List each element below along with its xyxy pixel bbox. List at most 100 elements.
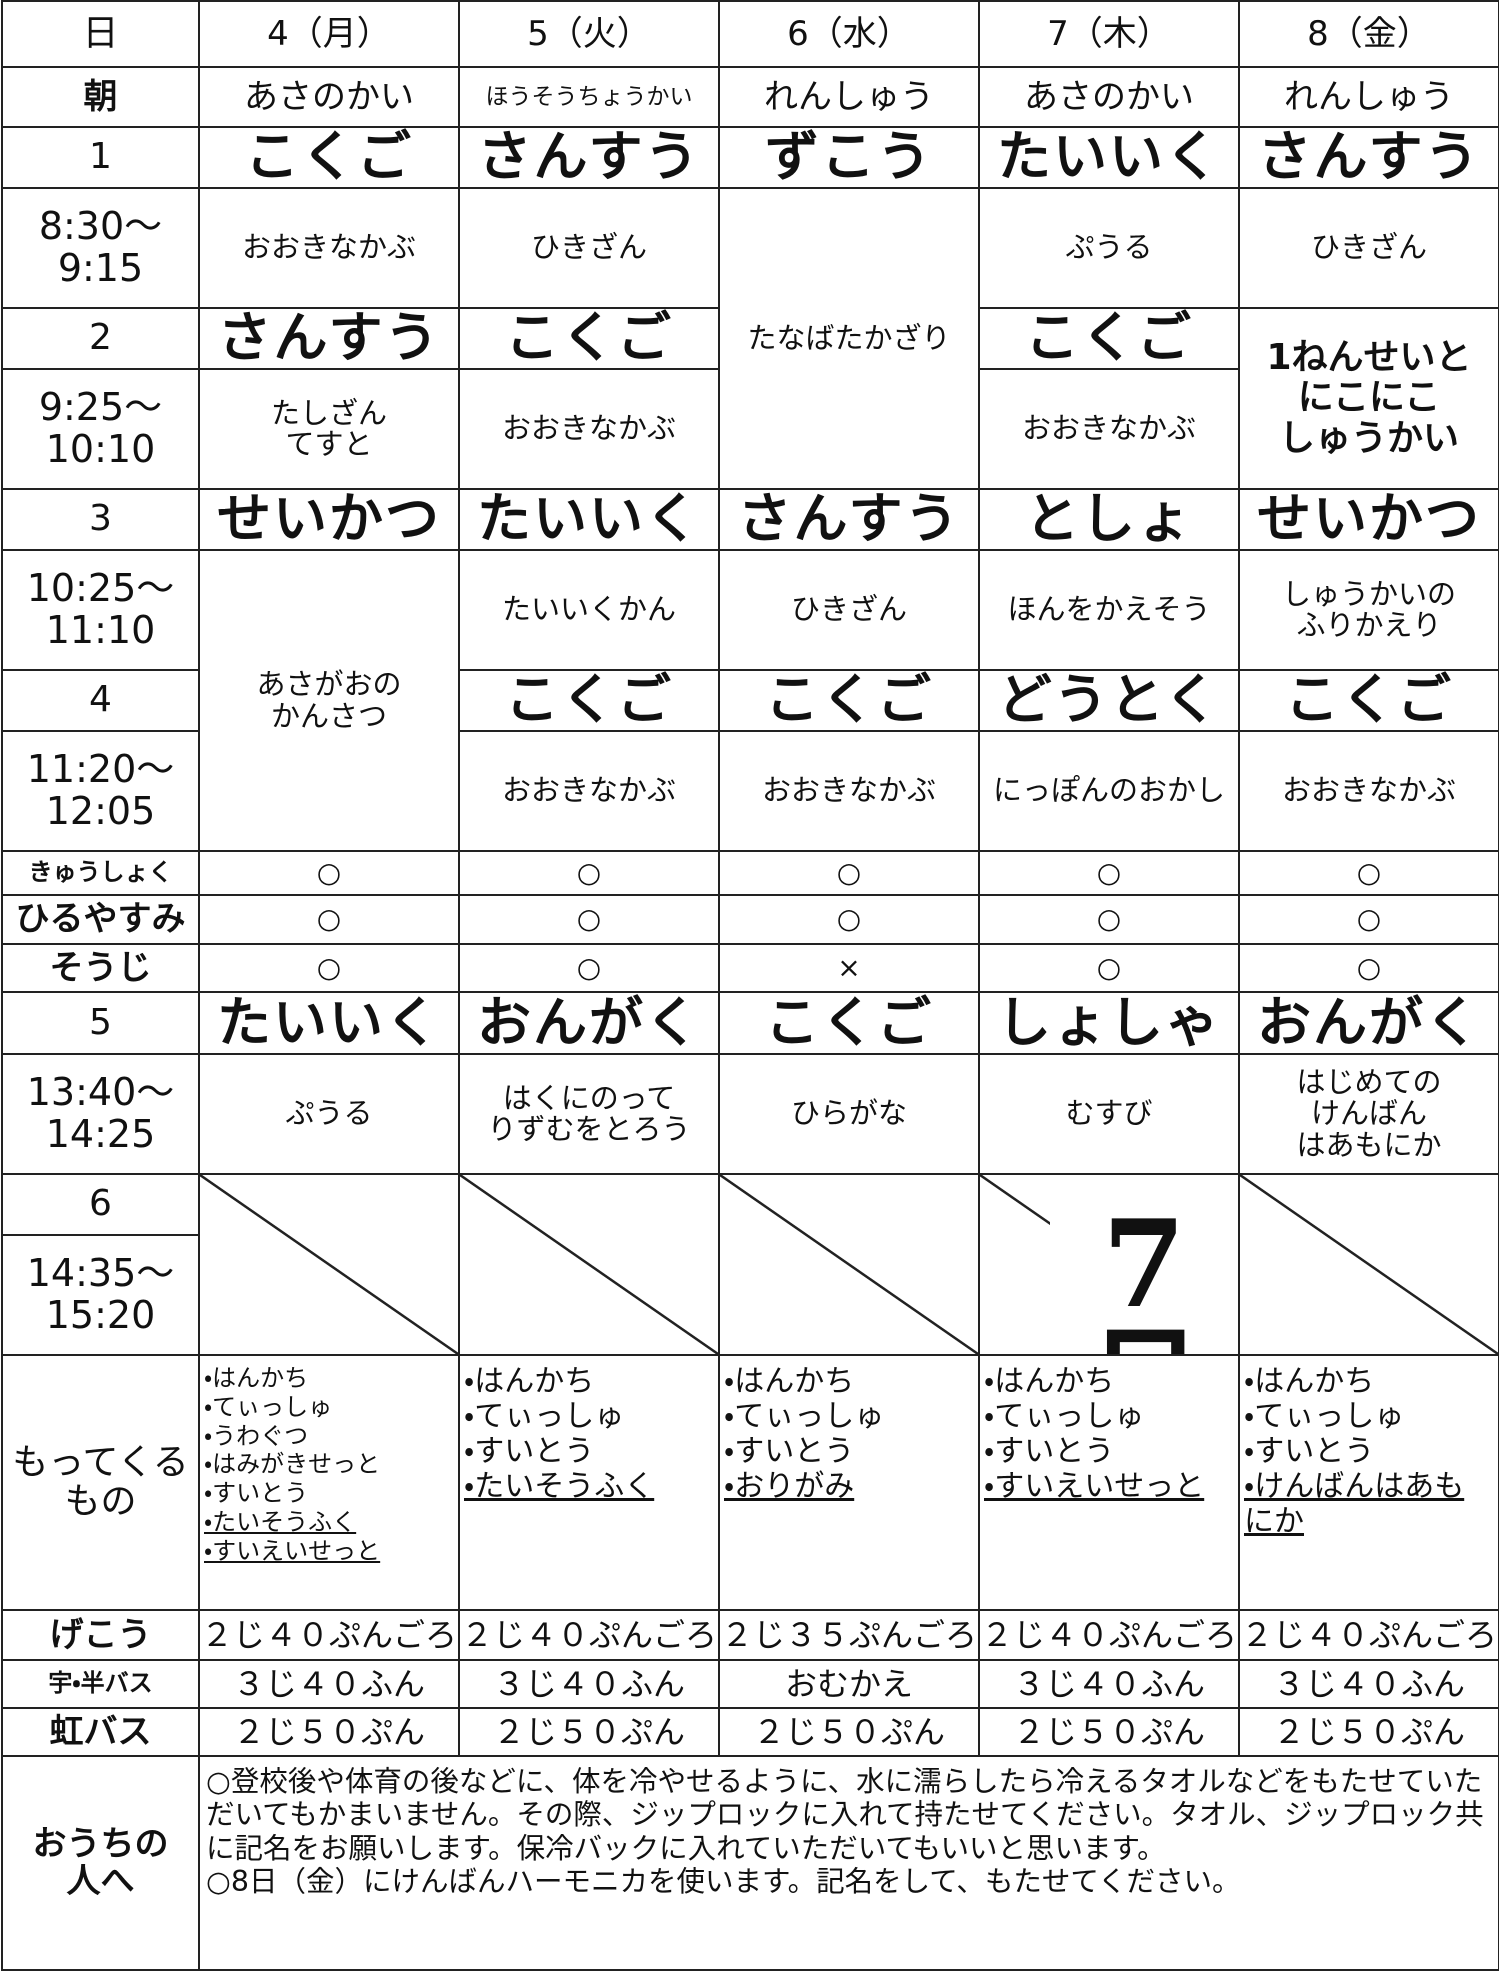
text-line: ２じ５０ぷん <box>752 1712 945 1751</box>
text-line: れんしゅう <box>1284 76 1454 117</box>
text-line: ひきざん <box>530 230 647 265</box>
mark: ○ <box>1238 894 1499 945</box>
detail: はくにのって りずむをとろう <box>458 1053 720 1175</box>
text-line: 4 <box>89 679 112 721</box>
text-line: 5 <box>89 1001 112 1043</box>
text-line: ○ <box>1096 855 1122 889</box>
text-line: 6（水） <box>787 13 911 54</box>
text-line: ○ <box>576 950 602 984</box>
day-header: 8（金） <box>1238 0 1499 68</box>
time: 10:25〜 11:10 <box>1 549 200 671</box>
text-line: たいいく <box>997 127 1221 188</box>
text-line: おんがく <box>1257 992 1481 1054</box>
morning-activity: あさのかい <box>198 66 460 128</box>
text-line: ３じ４０ふん <box>1272 1664 1465 1703</box>
corner: 日 <box>1 0 200 68</box>
time-cell: ２じ５０ぷん <box>718 1707 980 1757</box>
detail: たしざん てすと <box>198 368 460 490</box>
text-line: 虹バス <box>49 1711 152 1752</box>
table-row: ひるやすみ ○ ○ ○ ○ ○ <box>1 894 1499 945</box>
table-row: 3 せいかつ たいいく さんすう としょ せいかつ <box>1 488 1499 551</box>
time-cell: ３じ４０ふん <box>1238 1659 1499 1709</box>
text-line: ・はんかち <box>984 1364 1115 1399</box>
time: 11:20〜 12:05 <box>1 730 200 852</box>
decoration: 7月 <box>1050 1205 1237 1353</box>
text-line: 6 <box>89 1183 112 1225</box>
morning-activity: れんしゅう <box>718 66 980 128</box>
text-line: ひらがな <box>790 1096 907 1131</box>
time-cell: ３じ４０ふん <box>458 1659 720 1709</box>
text-line: ○ <box>576 855 602 889</box>
text-line: ・おりがみ <box>724 1469 855 1505</box>
text-line: ３じ４０ふん <box>232 1664 425 1703</box>
mark: ○ <box>198 943 460 993</box>
belongings-list: ・はんかち ・てぃっしゅ ・すいとう ・すいえいせっと <box>978 1354 1240 1611</box>
time: 14:35〜 15:20 <box>1 1234 200 1356</box>
text-line: こくご <box>505 308 673 369</box>
text-line: ○ <box>316 950 342 984</box>
mark: ○ <box>458 850 720 896</box>
subject: たいいく <box>978 126 1240 189</box>
text-line: ・てぃっしゅ <box>984 1399 1145 1435</box>
text-line: ３じ４０ふん <box>1012 1664 1205 1703</box>
time-cell: ２じ４０ぷんごろ <box>198 1609 460 1661</box>
table-row: 13:40〜 14:25 ぷうる はくにのって りずむをとろう ひらがな むすび はじめてのけ… <box>1 1053 1499 1175</box>
cell: 1 <box>1 126 200 189</box>
text-line: おおきなかぶ <box>501 773 676 808</box>
text-line: ・すいとう <box>724 1434 855 1470</box>
text-line: ○ <box>316 902 342 936</box>
detail: むすび <box>978 1053 1240 1175</box>
mark: ○ <box>718 894 980 945</box>
text-line: としょ <box>1025 489 1193 550</box>
subject: さんすう <box>458 126 720 189</box>
mark: ○ <box>198 894 460 945</box>
time: 9:25〜 10:10 <box>1 368 200 490</box>
text-line: こくご <box>765 992 933 1054</box>
mark: ○ <box>718 850 980 896</box>
mark: ○ <box>1238 943 1499 993</box>
text-line: ・すいとう <box>464 1434 595 1470</box>
text-line: ２じ５０ぷん <box>1012 1712 1205 1751</box>
detail: ひきざん <box>1238 187 1499 309</box>
text-line: 3 <box>89 498 112 540</box>
text-line: ・はんかち <box>204 1364 309 1392</box>
text-line: 14:35〜 <box>26 1251 175 1296</box>
text-line: しゅうかい <box>1278 417 1459 459</box>
text-line: ほんをかえそう <box>1007 592 1211 627</box>
text-line: さんすう <box>737 489 961 550</box>
text-line: ぷうる <box>285 1096 373 1131</box>
belongings-list: ・はんかち ・てぃっしゅ ・うわぐつ ・はみがきせっと ・すいとう ・たいそうふく ・すいえ… <box>198 1354 460 1611</box>
text-line: あさのかい <box>1024 76 1194 117</box>
detail: おおきなかぶ <box>458 730 720 852</box>
mark: ○ <box>458 894 720 945</box>
text-line: れんしゅう <box>764 76 934 117</box>
table-row: 6 7月 <box>1 1173 1499 1356</box>
morning-activity: ほうそうちょうかい <box>458 66 720 128</box>
text-line: ・てぃっしゅ <box>204 1392 333 1421</box>
text-line: ひきざん <box>1310 230 1427 265</box>
text-line: せいかつ <box>1257 489 1481 550</box>
subject: としょ <box>978 488 1240 551</box>
text-line: ふりかえり <box>1296 608 1442 642</box>
empty-slot <box>458 1173 720 1356</box>
text-line: たいいく <box>477 489 701 550</box>
mark: ○ <box>978 894 1240 945</box>
time-cell: ２じ５０ぷん <box>198 1707 460 1757</box>
text-line: にこにこ <box>1297 377 1441 419</box>
cell: 4 <box>1 669 200 732</box>
subject: こくご <box>978 307 1240 370</box>
text-line: もってくる <box>12 1441 189 1483</box>
text-line: もの <box>64 1480 137 1522</box>
text-line: きゅうしょく <box>28 858 173 887</box>
text-line: ２じ４０ぷんごろ <box>200 1615 457 1654</box>
text-line: ２じ５０ぷん <box>492 1712 685 1751</box>
mark: ○ <box>978 850 1240 896</box>
detail: しゅうかいの ふりかえり <box>1238 549 1499 671</box>
text-line: げこう <box>49 1614 152 1655</box>
text-line: むすび <box>1065 1096 1153 1131</box>
text-line: 7（木） <box>1047 13 1171 54</box>
text-line: ○ <box>836 855 862 889</box>
text-line: おおきなかぶ <box>501 411 676 446</box>
table-row: 2 さんすう こくご こくご 1ねんせいと にこにこ しゅうかい <box>1 307 1499 490</box>
